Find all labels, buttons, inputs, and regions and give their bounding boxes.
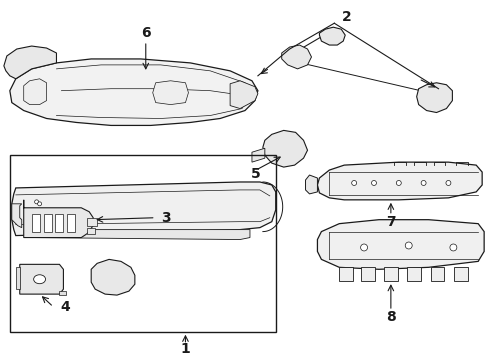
Polygon shape [416,83,452,113]
Ellipse shape [34,275,46,284]
Circle shape [396,180,401,185]
Polygon shape [263,130,308,167]
Polygon shape [44,214,51,231]
Polygon shape [32,214,40,231]
Circle shape [35,200,39,204]
Text: 7: 7 [386,215,396,229]
Polygon shape [24,200,93,238]
Polygon shape [10,59,258,125]
Polygon shape [68,214,75,231]
Polygon shape [4,46,56,79]
Polygon shape [59,291,66,295]
Polygon shape [384,267,398,281]
Polygon shape [431,267,444,281]
Polygon shape [24,79,47,105]
Text: 6: 6 [141,26,150,40]
Circle shape [361,244,368,251]
Polygon shape [230,81,258,109]
Text: 5: 5 [251,167,261,181]
Text: 8: 8 [386,310,396,324]
Polygon shape [20,264,63,294]
Polygon shape [12,182,276,235]
Polygon shape [87,218,97,226]
Polygon shape [318,162,482,200]
Polygon shape [153,81,189,105]
Text: 4: 4 [61,300,70,314]
Polygon shape [16,267,20,289]
Polygon shape [361,267,375,281]
Polygon shape [55,214,63,231]
Polygon shape [454,267,468,281]
Polygon shape [319,27,345,45]
Polygon shape [12,204,22,228]
Text: 2: 2 [343,10,352,24]
Polygon shape [32,230,250,239]
Circle shape [450,244,457,251]
Bar [10,155,276,332]
Circle shape [421,180,426,185]
Polygon shape [87,228,95,234]
Text: 3: 3 [161,211,171,225]
Polygon shape [407,267,420,281]
Circle shape [371,180,376,185]
Polygon shape [282,45,312,69]
Circle shape [352,180,357,185]
Polygon shape [252,148,265,162]
Circle shape [446,180,451,185]
Text: 1: 1 [181,342,190,356]
Polygon shape [339,267,353,281]
Circle shape [405,242,412,249]
Circle shape [38,202,42,206]
Polygon shape [318,220,484,269]
Polygon shape [91,260,135,295]
Polygon shape [306,175,318,194]
